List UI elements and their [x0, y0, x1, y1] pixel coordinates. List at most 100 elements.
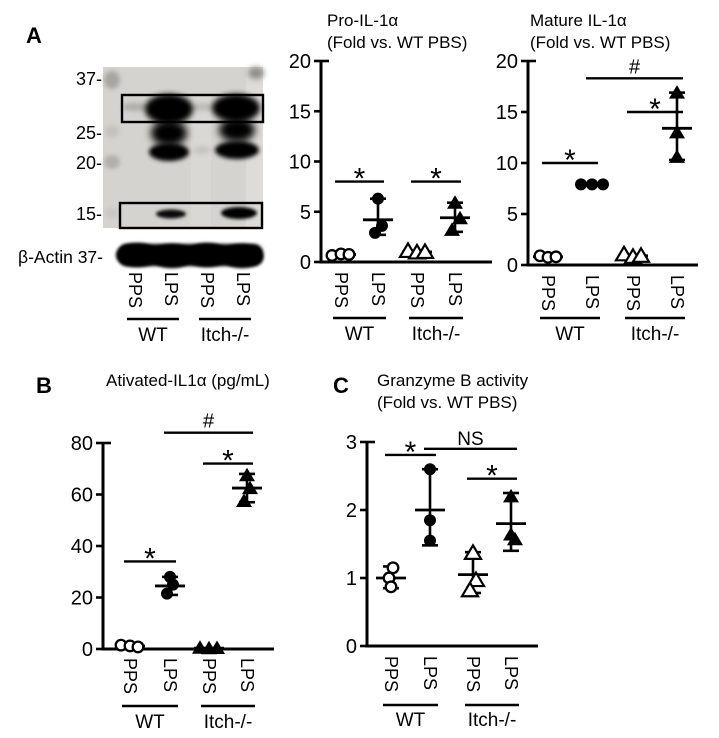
group-label: Itch-/- — [468, 710, 517, 731]
filled-circle-marker — [424, 463, 436, 476]
significance-hash: # — [629, 56, 641, 78]
blot-band — [156, 209, 186, 219]
group-label: Itch-/- — [201, 325, 250, 346]
plot-activated-il1a: 0 20 40 60 80 * * # PPS LPS PPS LPS WT Itch-/- — [71, 411, 274, 733]
mature-plot-subtitle: (Fold vs. WT PBS) — [530, 33, 671, 52]
plot-mature-il1a: 0 5 10 15 20 * * # PPS LPS PPS LPS WT Itch-/- — [496, 51, 698, 345]
group-label: WT — [135, 712, 165, 733]
open-triangle-marker — [460, 580, 480, 598]
granzyme-plot-title: Granzyme B activity — [377, 371, 529, 390]
open-triangle-marker — [466, 570, 486, 588]
mature-il1a-box — [118, 201, 264, 230]
significance-star: * — [430, 163, 442, 196]
x-tick-label-pps: PPS — [463, 656, 483, 692]
western-blot: PPS LPS PPS LPS WT Itch-/- — [103, 67, 265, 346]
filled-circle-marker — [369, 226, 381, 239]
series-wt-lps — [415, 463, 445, 547]
group-label: Itch-/- — [631, 324, 680, 345]
y-tick-label: 20 — [289, 51, 311, 73]
blot-band — [105, 125, 119, 137]
filled-triangle-marker — [209, 640, 225, 654]
mw-label-25: 25- — [75, 123, 102, 143]
significance-star: * — [486, 460, 498, 493]
series-itch-lps — [232, 467, 262, 507]
filled-circle-marker — [424, 534, 436, 547]
series-itch-lps — [662, 85, 692, 163]
activated-plot-title: Ativated-IL1α (pg/mL) — [106, 371, 270, 390]
filled-triangle-marker — [242, 480, 258, 495]
y-tick-label: 10 — [496, 153, 518, 175]
x-tick-label-lps: LPS — [445, 272, 465, 306]
series-wt-pps — [376, 561, 406, 594]
x-tick-label-lps: LPS — [667, 275, 687, 309]
blot-band — [193, 146, 211, 154]
filled-triangle-marker — [444, 222, 460, 236]
y-tick-label: 0 — [82, 639, 93, 661]
blot-band — [149, 143, 189, 161]
x-tick-label-lps: LPS — [501, 656, 521, 690]
significance-ns: NS — [457, 429, 483, 450]
series-wt-lps — [155, 570, 185, 600]
y-tick-label: 0 — [300, 252, 311, 274]
filled-circle-marker — [597, 178, 609, 191]
x-tick-label-lps: LPS — [368, 272, 388, 306]
x-tick-label-pps: PPS — [381, 656, 401, 692]
blot-band — [104, 155, 120, 169]
blot-band — [191, 103, 213, 111]
filled-triangle-marker — [452, 210, 468, 225]
beta-actin-band — [221, 244, 263, 268]
series-itch-lps — [440, 195, 470, 236]
x-tick-label-lps: LPS — [160, 658, 180, 692]
filled-triangle-marker — [669, 149, 685, 163]
y-tick-label: 1 — [346, 568, 357, 590]
x-tick-label-pps: PPS — [331, 272, 351, 308]
x-tick-label-pps: PPS — [197, 272, 217, 308]
y-tick-label: 2 — [346, 500, 357, 522]
filled-circle-marker — [167, 578, 179, 591]
significance-star: * — [354, 163, 366, 196]
significance-star: * — [222, 445, 234, 478]
series-itch-pps — [614, 244, 651, 264]
blot-band — [221, 207, 257, 219]
filled-circle-marker — [424, 514, 436, 527]
blot-band — [105, 208, 119, 218]
open-circle-marker — [131, 640, 145, 654]
beta-actin-band — [186, 243, 228, 267]
series-wt-pps — [325, 247, 356, 262]
y-tick-label: 20 — [71, 588, 93, 610]
beta-actin-band — [116, 243, 158, 267]
filled-triangle-marker — [503, 488, 519, 503]
filled-circle-marker — [372, 192, 384, 205]
series-itch-lps — [496, 488, 526, 553]
panel-b-label: B — [36, 373, 52, 398]
open-circle-marker — [342, 248, 356, 261]
filled-circle-marker — [161, 587, 173, 600]
beta-actin-label: β-Actin 37- — [18, 247, 103, 267]
open-triangle-marker — [463, 543, 483, 560]
filled-triangle-marker — [507, 531, 523, 546]
series-wt-lps — [575, 178, 609, 191]
axes — [319, 61, 492, 264]
filled-triangle-marker — [669, 124, 685, 139]
filled-circle-marker — [586, 178, 598, 191]
open-circle-marker — [384, 580, 398, 594]
mw-label-15: 15- — [75, 204, 102, 224]
significance-star: * — [564, 144, 576, 177]
blot-band — [248, 67, 264, 79]
y-tick-label: 80 — [71, 433, 93, 455]
x-tick-label-lps: LPS — [420, 656, 440, 690]
x-tick-label-pps: PPS — [538, 275, 558, 311]
blot-band — [151, 120, 187, 146]
blot-band — [145, 94, 193, 124]
blot-band — [122, 103, 148, 111]
significance-star: * — [144, 542, 156, 575]
filled-triangle-marker — [447, 195, 463, 209]
plot-pro-il1a: 0 5 10 15 20 * * PPS LPS PPS LPS WT Itch-/- — [289, 51, 492, 345]
filled-triangle-marker — [669, 85, 685, 99]
y-tick-label: 20 — [496, 51, 518, 73]
x-tick-label-lps: LPS — [582, 275, 602, 309]
panel-c-label: C — [333, 373, 349, 398]
